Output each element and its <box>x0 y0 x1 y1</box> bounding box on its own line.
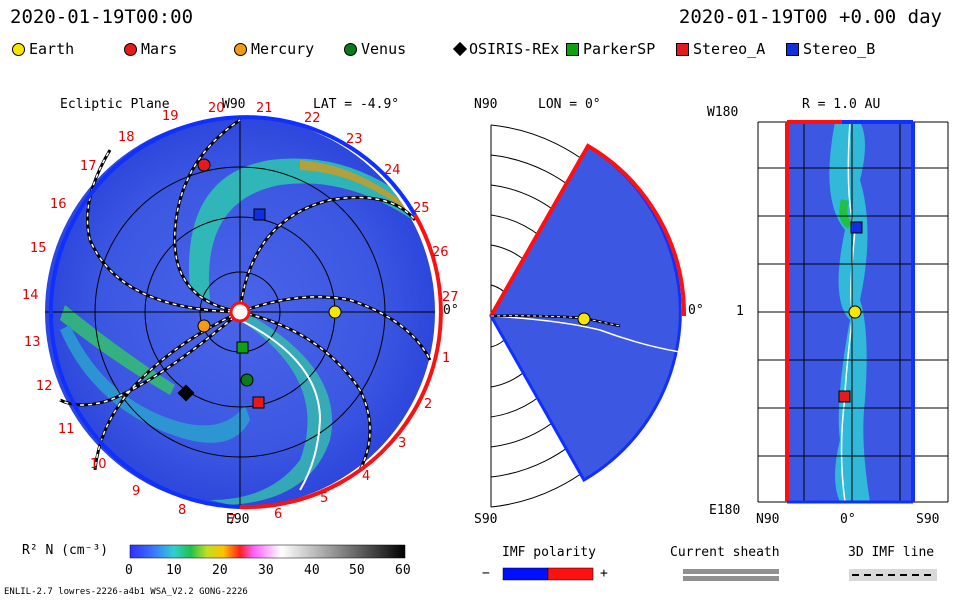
meridional-right-label: 0° <box>688 303 704 318</box>
tick-21: 21 <box>256 101 273 116</box>
ecliptic-plane-plot <box>45 115 443 510</box>
imf-polarity-title: IMF polarity <box>502 545 596 560</box>
model-info: ENLIL-2.7 lowres-2226-a4b1 WSA_V2.2 GONG… <box>4 587 248 597</box>
colorbar-tick-0: 0 <box>125 563 133 578</box>
ecliptic-tick-labels: 19 20 21 22 23 24 25 26 27 1 2 3 4 5 6 7… <box>22 101 459 528</box>
imf-line-title: 3D IMF line <box>848 545 935 560</box>
colorbar <box>129 544 406 559</box>
tick-26: 26 <box>432 245 449 260</box>
mars-icon <box>124 42 137 56</box>
polarity-positive <box>547 567 594 581</box>
radial-bottom-label: E180 <box>709 503 741 518</box>
tick-10: 10 <box>90 457 107 472</box>
colorbar-tick-40: 40 <box>304 563 320 578</box>
imf-polarity-minus: − <box>482 566 490 581</box>
stereo-a-icon <box>676 42 689 56</box>
meridional-top-label: N90 <box>474 97 498 112</box>
legend-osiris-rex: OSIRIS-REx <box>452 40 559 58</box>
legend-mars: Mars <box>124 40 177 58</box>
radial-plot <box>757 120 949 504</box>
tick-15: 15 <box>30 241 47 256</box>
tick-1: 1 <box>442 351 450 366</box>
ecliptic-title: Ecliptic Plane <box>60 97 170 112</box>
tick-18: 18 <box>118 130 135 145</box>
timestamp-left: 2020-01-19T00:00 <box>10 6 194 28</box>
tick-11: 11 <box>58 422 75 437</box>
mercury-icon <box>234 42 247 56</box>
imf-line-sample <box>849 569 937 581</box>
tick-4: 4 <box>362 469 370 484</box>
ecliptic-bottom-label: E90 <box>226 512 250 527</box>
radial-mid-label: 1 <box>736 304 744 319</box>
legend-stereo-a: Stereo_A <box>676 40 765 58</box>
parkersp-icon <box>566 42 579 56</box>
tick-12: 12 <box>36 379 53 394</box>
meridional-lon-label: LON = 0° <box>538 97 601 112</box>
tick-22: 22 <box>304 111 321 126</box>
ecliptic-right-label: 0° <box>443 303 459 318</box>
colorbar-tick-20: 20 <box>212 563 228 578</box>
legend-earth: Earth <box>12 40 74 58</box>
tick-13: 13 <box>24 335 41 350</box>
earth-icon <box>12 42 25 56</box>
imf-polarity-plus: + <box>600 566 608 581</box>
polarity-negative <box>502 567 549 581</box>
radial-r-label: R = 1.0 AU <box>802 97 881 112</box>
tick-8: 8 <box>178 503 186 518</box>
tick-16: 16 <box>50 197 67 212</box>
radial-x-mid: 0° <box>840 512 856 527</box>
tick-23: 23 <box>346 132 363 147</box>
ecliptic-top-label: W90 <box>222 97 246 112</box>
stereo-b-icon <box>786 42 799 56</box>
tick-9: 9 <box>132 484 140 499</box>
tick-17: 17 <box>80 159 97 174</box>
legend-venus: Venus <box>344 40 406 58</box>
legend-parkersp: ParkerSP <box>566 40 655 58</box>
colorbar-tick-60: 60 <box>395 563 411 578</box>
meridional-plot <box>489 124 687 508</box>
tick-27: 27 <box>442 290 459 305</box>
tick-20: 20 <box>208 101 225 116</box>
tick-19: 19 <box>162 109 179 124</box>
tick-7: 7 <box>228 513 236 528</box>
timestamp-right: 2020-01-19T00 +0.00 day <box>678 6 942 28</box>
legend-stereo-b: Stereo_B <box>786 40 875 58</box>
radial-x-left: N90 <box>756 512 780 527</box>
ecliptic-lat-label: LAT = -4.9° <box>313 97 400 112</box>
radial-x-right: S90 <box>916 512 940 527</box>
current-sheath-title: Current sheath <box>670 545 780 560</box>
legend-mercury: Mercury <box>234 40 314 58</box>
venus-icon <box>344 42 357 56</box>
tick-2: 2 <box>424 397 432 412</box>
current-sheath-sample <box>683 569 779 581</box>
radial-top-label: W180 <box>707 105 739 120</box>
tick-6: 6 <box>274 507 282 522</box>
colorbar-tick-30: 30 <box>258 563 274 578</box>
tick-14: 14 <box>22 288 39 303</box>
meridional-bottom-label: S90 <box>474 512 498 527</box>
colorbar-tick-10: 10 <box>166 563 182 578</box>
tick-24: 24 <box>384 163 401 178</box>
tick-5: 5 <box>320 491 328 506</box>
colorbar-label: R² N (cm⁻³) <box>22 543 109 558</box>
tick-25: 25 <box>413 201 430 216</box>
colorbar-tick-50: 50 <box>349 563 365 578</box>
tick-3: 3 <box>398 436 406 451</box>
